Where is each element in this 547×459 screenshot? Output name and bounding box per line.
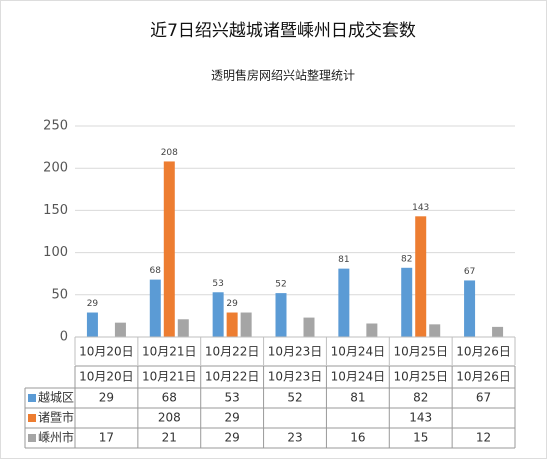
value-label: 29 [226, 299, 238, 309]
y-tick-label: 0 [60, 330, 68, 345]
x-tick-label: 10月21日 [142, 345, 197, 359]
x-tick-label: 10月20日 [79, 345, 134, 359]
y-tick-label: 50 [51, 287, 68, 302]
table-cell: 23 [287, 431, 302, 445]
table-cell: 81 [350, 391, 365, 405]
x-tick-label: 10月23日 [268, 345, 323, 359]
table-cell: 67 [476, 391, 491, 405]
legend-label: 嵊州市 [38, 430, 74, 445]
table-cell: 208 [158, 411, 181, 425]
value-label: 143 [412, 203, 429, 213]
bar [401, 267, 413, 337]
value-label: 53 [212, 279, 223, 289]
table-cell: 82 [413, 391, 428, 405]
y-tick-label: 100 [43, 245, 68, 260]
table-cell: 17 [99, 431, 114, 445]
value-label: 208 [161, 148, 178, 158]
chart-title: 近7日绍兴越城诸暨嵊州日成交套数 [150, 21, 416, 41]
table-header: 10月22日 [205, 370, 260, 384]
table-cell: 15 [413, 431, 428, 445]
table-cell: 53 [225, 391, 240, 405]
bar [303, 317, 315, 337]
bar [338, 268, 350, 337]
legend-swatch [28, 414, 36, 422]
legend-label: 诸暨市 [38, 410, 74, 425]
table-cell: 29 [225, 411, 240, 425]
bar [86, 312, 98, 337]
x-tick-label: 10月26日 [456, 345, 511, 359]
table-header: 10月25日 [393, 370, 448, 384]
table-header: 10月26日 [456, 370, 511, 384]
legend-label: 越城区 [38, 391, 74, 405]
x-tick-label: 10月22日 [205, 345, 260, 359]
bar [415, 216, 427, 337]
x-tick-label: 10月25日 [393, 345, 448, 359]
table-cell: 12 [476, 431, 491, 445]
bar [226, 312, 238, 337]
bar [464, 280, 476, 337]
table-cell: 16 [350, 431, 365, 445]
value-label: 67 [464, 267, 475, 277]
table-cell: 29 [99, 391, 114, 405]
bar [429, 324, 441, 337]
y-tick-label: 150 [43, 203, 68, 218]
table-cell: 68 [162, 391, 177, 405]
bar [114, 322, 126, 337]
bar [212, 292, 224, 337]
y-tick-label: 250 [43, 119, 68, 134]
value-label: 81 [338, 255, 349, 265]
table-header: 10月21日 [142, 370, 197, 384]
value-label: 68 [150, 266, 162, 276]
bar [275, 293, 287, 337]
table-header: 10月20日 [79, 370, 134, 384]
bar [492, 326, 504, 337]
bar [240, 312, 252, 337]
value-label: 82 [401, 254, 412, 264]
table-cell: 143 [409, 411, 432, 425]
table-header: 10月23日 [268, 370, 323, 384]
bar [366, 323, 378, 337]
legend-swatch [28, 434, 36, 442]
table-cell: 52 [287, 391, 302, 405]
bar [177, 319, 189, 337]
bar [163, 161, 175, 337]
table-header: 10月24日 [331, 370, 386, 384]
table-cell: 21 [162, 431, 177, 445]
table-cell: 29 [225, 431, 240, 445]
bar [149, 279, 161, 337]
y-tick-label: 200 [43, 161, 68, 176]
x-tick-label: 10月24日 [331, 345, 386, 359]
value-label: 29 [87, 299, 99, 309]
legend-swatch [28, 394, 36, 402]
chart-subtitle: 透明售房网绍兴站整理统计 [211, 68, 355, 83]
value-label: 52 [275, 280, 286, 290]
